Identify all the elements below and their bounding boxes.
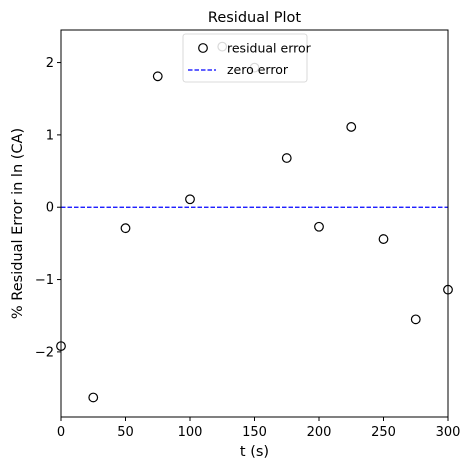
data-point — [410, 314, 421, 325]
y-tick-label: 2 — [46, 56, 54, 71]
data-point — [378, 234, 389, 244]
data-point — [314, 221, 324, 232]
x-tick-label: 200 — [307, 425, 332, 440]
plot-area: 0 50 100 150 200 250 300 −2 −1 0 1 2 residual error z… — [35, 29, 461, 440]
data-point — [88, 392, 99, 403]
legend-label-residual: residual error — [227, 41, 312, 56]
x-axis-title: t (s) — [240, 444, 269, 460]
data-point — [152, 71, 163, 82]
x-tick-label: 300 — [436, 425, 461, 440]
legend-marker-residual — [198, 43, 208, 53]
y-tick-label: −1 — [35, 273, 54, 288]
data-point — [346, 122, 357, 132]
data-point — [185, 194, 195, 205]
y-tick-label: 0 — [46, 201, 54, 216]
chart-title: Residual Plot — [208, 10, 301, 26]
x-tick-label: 50 — [117, 425, 134, 440]
y-axis-title: % Residual Error in ln (CA) — [10, 128, 26, 319]
legend-label-zero: zero error — [227, 62, 289, 77]
x-tick-label: 0 — [57, 425, 65, 440]
data-point — [120, 223, 131, 234]
x-tick-label: 150 — [242, 425, 267, 440]
y-tick-label: 1 — [46, 128, 54, 143]
data-point — [281, 153, 292, 163]
y-tick-label: −2 — [35, 345, 54, 360]
x-tick-label: 100 — [178, 425, 203, 440]
x-tick-label: 250 — [371, 425, 396, 440]
